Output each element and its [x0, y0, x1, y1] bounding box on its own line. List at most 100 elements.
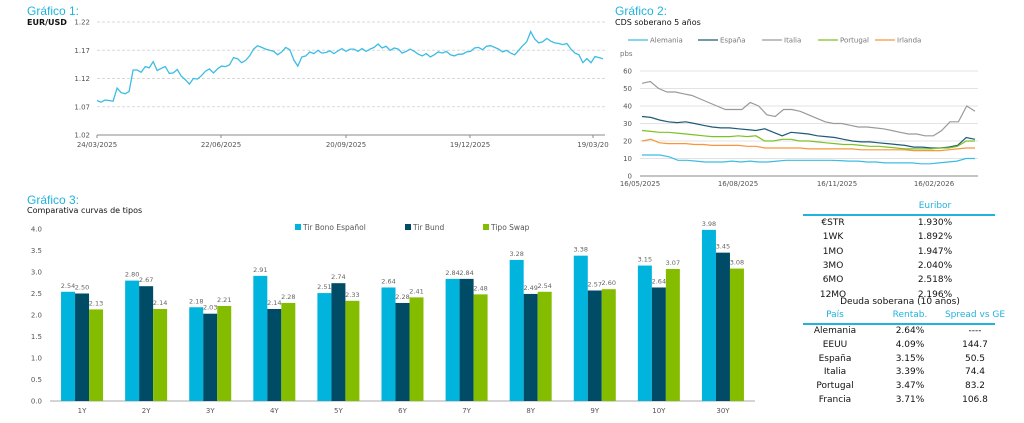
y-tick-label: 60	[623, 68, 632, 76]
euribor-row: 12MO 2.196%	[790, 289, 1024, 302]
deuda-spread: ----	[968, 326, 982, 336]
x-tick-label: 24/03/2025	[77, 141, 117, 149]
deuda-row: Portugal 3.47% 83.2	[790, 380, 1024, 393]
bar-2y-0	[125, 280, 140, 401]
euribor-table: Euribor €STR 1.930% 1WK 1.892% 1MO 1.947…	[790, 195, 1024, 300]
y-tick-label: 3.5	[31, 247, 42, 255]
bar-9y-0	[573, 255, 588, 401]
deuda-row: España 3.15% 50.5	[790, 353, 1024, 366]
legend-label: Alemania	[650, 37, 683, 45]
euribor-rate: 1.930%	[917, 218, 953, 228]
x-tick-label: 9Y	[590, 407, 599, 415]
bar-value-label: 2.64	[381, 277, 395, 285]
cds-line-italia	[641, 80, 976, 137]
euribor-term: 3MO	[822, 260, 844, 271]
bar-4y-0	[253, 275, 268, 401]
euribor-term: 12MO	[819, 289, 847, 300]
legend-swatch	[405, 224, 411, 230]
bar-4y-1	[267, 308, 282, 401]
y-tick-label: 30	[623, 120, 632, 128]
deuda-rentab: 2.64%	[895, 326, 925, 336]
y-tick-label: 2.0	[31, 312, 42, 320]
x-tick-label: 16/08/2025	[718, 180, 758, 188]
bar-value-label: 2.48	[473, 284, 487, 292]
eurusd-line-chart: 1.02 1.07 1.12 1.17 1.22 24/03/2025 22/06/2025…	[74, 19, 608, 150]
bar-value-label: 2.28	[395, 293, 409, 301]
y-tick-label: 40	[623, 103, 632, 111]
bar-8y-1	[523, 293, 538, 401]
bar-2y-2	[153, 308, 168, 401]
legend-swatch	[483, 224, 489, 230]
deuda-pais: Alemania	[813, 326, 857, 336]
bar-value-label: 2.64	[652, 277, 666, 285]
bar-8y-2	[537, 291, 552, 401]
bar-6y-2	[409, 297, 424, 401]
bar-10y-2	[665, 268, 680, 401]
bar-value-label: 2.67	[139, 276, 153, 284]
bar-value-label: 2.50	[75, 284, 89, 292]
bar-9y-2	[601, 289, 616, 401]
deuda-header-spread: Spread vs GE	[944, 310, 1006, 320]
y-axis-unit: pbs	[620, 50, 633, 58]
deuda-pais: EEUU	[822, 339, 848, 350]
deuda-rule	[803, 323, 995, 325]
deuda-pais: Francia	[818, 395, 852, 405]
bar-value-label: 2.14	[153, 299, 167, 307]
cds-line-españa	[641, 115, 976, 149]
y-tick-label: 10	[623, 155, 632, 163]
euribor-row: 3MO 2.040%	[790, 260, 1024, 273]
chart3-subtitle: Comparativa curvas de tipos	[27, 206, 143, 215]
legend-label: Tir Bund	[412, 223, 445, 232]
euribor-rate: 1.947%	[917, 246, 953, 257]
bar-value-label: 2.14	[267, 299, 281, 307]
y-tick-label: 3.0	[31, 269, 42, 277]
y-tick-label: 0.0	[31, 398, 42, 406]
deuda-pais: Italia	[823, 367, 847, 378]
bar-2y-1	[139, 286, 154, 401]
deuda-header-rentab: Rentab.	[892, 310, 928, 320]
bar-1y-2	[89, 309, 104, 401]
bar-1y-0	[61, 291, 76, 401]
deuda-row: Francia 3.71% 106.8	[790, 394, 1024, 407]
bar-6y-1	[395, 302, 410, 401]
euribor-rule	[803, 214, 995, 216]
bar-30y-0	[701, 229, 716, 401]
x-tick-label: 19/12/2025	[450, 141, 490, 149]
bar-value-label: 2.13	[89, 299, 103, 307]
deuda-rentab: 3.71%	[895, 395, 925, 405]
bar-3y-0	[189, 307, 204, 401]
bar-value-label: 2.54	[61, 282, 75, 290]
bar-30y-2	[729, 268, 744, 401]
bar-9y-1	[587, 290, 602, 401]
y-tick-label: 50	[623, 85, 632, 93]
cds-line-chart: Alemania España Italia Portugal Irlandapbs01…	[620, 37, 978, 188]
cds-line-irlanda	[641, 138, 975, 152]
bar-6y-0	[381, 287, 396, 401]
euribor-rate: 2.196%	[917, 289, 953, 300]
y-tick-label: 0.5	[31, 376, 42, 384]
legend-label: Italia	[784, 37, 801, 45]
deuda-pais: España	[818, 353, 852, 364]
euribor-term: 1MO	[822, 246, 844, 257]
deuda-row: Alemania 2.64% ----	[790, 325, 1024, 338]
bar-7y-2	[473, 294, 488, 401]
y-tick-label: 0	[628, 173, 632, 181]
x-tick-label: 6Y	[398, 407, 407, 415]
x-tick-label: 4Y	[270, 407, 279, 415]
y-tick-label: 1.07	[74, 103, 90, 111]
bar-10y-1	[651, 287, 666, 401]
bar-7y-1	[459, 278, 474, 401]
yield-curve-bar-chart: 0.0 0.5 1.0 1.5 2.0 2.5 3.0 3.5 4.0 Tir Bono Espa…	[31, 220, 755, 415]
euribor-row: €STR 1.930%	[790, 217, 1024, 230]
eurusd-line	[96, 30, 604, 103]
bar-value-label: 3.15	[638, 256, 652, 264]
bar-value-label: 2.03	[203, 304, 217, 312]
deuda-rentab: 4.09%	[895, 339, 925, 350]
legend-swatch	[295, 224, 301, 230]
bar-30y-1	[715, 252, 730, 401]
chart1-subtitle: EUR/USD	[27, 18, 67, 27]
euribor-term: €STR	[821, 218, 845, 228]
deuda-spread: 106.8	[962, 395, 988, 405]
bar-10y-0	[637, 265, 652, 401]
deuda-spread: 50.5	[964, 353, 986, 364]
